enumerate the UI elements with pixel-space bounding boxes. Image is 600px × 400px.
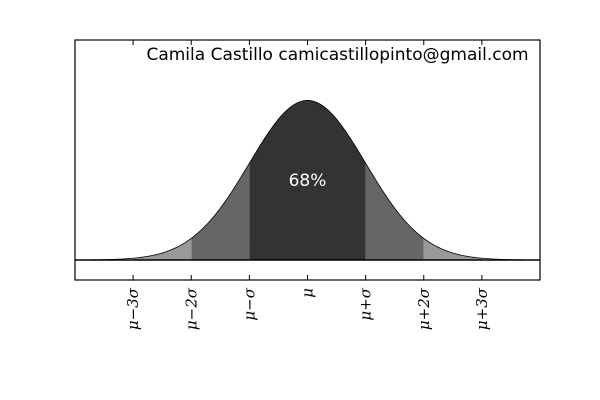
percent-annotation: 68% [289, 171, 327, 191]
tick-label-6: μ+3σ [473, 287, 491, 330]
normal-curve [74, 100, 541, 261]
sigma-band-4 [423, 238, 482, 260]
tick-label-2: μ−σ [240, 287, 258, 320]
x-axis-ticks: μ−3σ μ−2σ μ−σ μ μ+σ μ+2σ μ+3σ [124, 40, 491, 330]
tick-label-1: μ−2σ [182, 287, 200, 330]
sigma-band-0 [249, 100, 366, 260]
tick-label-3: μ [299, 288, 317, 298]
chart-title: Camila Castillo camicastillopinto@gmail.… [146, 45, 528, 65]
tick-label-4: μ+σ [357, 287, 375, 320]
tick-label-0: μ−3σ [124, 287, 142, 330]
tick-label-5: μ+2σ [415, 287, 433, 330]
sigma-band-3 [133, 238, 192, 260]
